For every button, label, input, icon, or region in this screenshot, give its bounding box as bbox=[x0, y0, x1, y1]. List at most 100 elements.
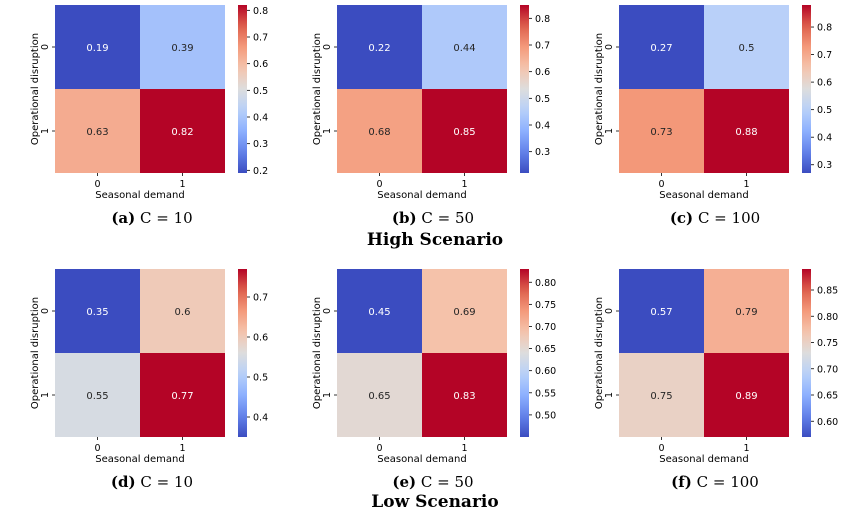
heatmap-cell-f-0-1 bbox=[704, 269, 789, 353]
colorbar-tick-label-d-2: 0.6 bbox=[253, 333, 268, 344]
caption-d: (d) C = 10 bbox=[32, 473, 272, 491]
x-tick-label-b-0: 0 bbox=[376, 179, 382, 190]
caption-f: (f) C = 100 bbox=[595, 473, 835, 491]
cell-label-c-1-1: 0.88 bbox=[735, 127, 757, 138]
x-tick-label-c-0: 0 bbox=[658, 179, 664, 190]
caption-b-text: C = 50 bbox=[421, 209, 475, 227]
colorbar-tick-label-a-0: 0.2 bbox=[253, 166, 268, 177]
colorbar-tick-label-b-3: 0.6 bbox=[535, 67, 550, 78]
cell-label-f-0-1: 0.79 bbox=[735, 307, 757, 318]
x-tick-label-e-0: 0 bbox=[376, 443, 382, 454]
y-tick-label-e-1: 1 bbox=[322, 392, 333, 398]
cell-label-d-0-1: 0.6 bbox=[175, 307, 191, 318]
x-tick-label-f-1: 1 bbox=[743, 443, 749, 454]
cell-label-c-0-1: 0.5 bbox=[739, 43, 755, 54]
cell-label-b-1-1: 0.85 bbox=[453, 127, 475, 138]
y-axis-label-b: Operational disruption bbox=[312, 33, 323, 145]
heatmap-cell-c-0-1 bbox=[704, 5, 789, 89]
cell-label-e-1-0: 0.65 bbox=[368, 391, 390, 402]
colorbar-tick-label-f-5: 0.85 bbox=[817, 286, 838, 297]
heatmap-cell-f-0-0 bbox=[619, 269, 704, 353]
caption-b-label: (b) bbox=[391, 209, 417, 227]
caption-a-text: C = 10 bbox=[140, 209, 193, 227]
y-tick-label-f-0: 0 bbox=[604, 308, 615, 314]
x-tick-label-a-1: 1 bbox=[179, 179, 185, 190]
colorbar-tick-label-c-2: 0.5 bbox=[817, 105, 832, 116]
colorbar-tick-label-a-5: 0.7 bbox=[253, 33, 268, 44]
cell-label-a-0-0: 0.19 bbox=[86, 43, 108, 54]
scenario-title-low: Low Scenario bbox=[371, 492, 499, 512]
cell-label-b-1-0: 0.68 bbox=[368, 127, 390, 138]
y-tick-label-d-0: 0 bbox=[40, 308, 51, 314]
colorbar-tick-label-f-4: 0.80 bbox=[817, 312, 838, 323]
cell-label-a-0-1: 0.39 bbox=[171, 43, 193, 54]
caption-a-label: (a) bbox=[111, 209, 136, 227]
x-tick-label-d-0: 0 bbox=[94, 443, 100, 454]
cell-label-c-0-0: 0.27 bbox=[650, 43, 672, 54]
cell-label-d-0-0: 0.35 bbox=[86, 307, 108, 318]
cell-label-a-1-1: 0.82 bbox=[171, 127, 193, 138]
y-tick-label-c-1: 1 bbox=[604, 128, 615, 134]
y-tick-label-e-0: 0 bbox=[322, 308, 333, 314]
colorbar-tick-label-e-1: 0.55 bbox=[535, 388, 556, 399]
cell-label-b-0-0: 0.22 bbox=[368, 43, 390, 54]
heatmap-cell-b-1-1 bbox=[422, 89, 507, 173]
colorbar-tick-label-a-1: 0.3 bbox=[253, 139, 268, 150]
heatmap-cell-e-1-0 bbox=[337, 353, 422, 437]
colorbar-tick-label-d-3: 0.7 bbox=[253, 293, 268, 304]
x-axis-label-f: Seasonal demand bbox=[659, 454, 748, 465]
colorbar-tick-label-c-1: 0.4 bbox=[817, 133, 832, 144]
caption-e-label: (e) bbox=[392, 473, 417, 491]
colorbar-f bbox=[802, 269, 811, 437]
heatmap-cell-d-1-1 bbox=[140, 353, 225, 437]
y-tick-label-c-0: 0 bbox=[604, 44, 615, 50]
colorbar-tick-label-b-4: 0.7 bbox=[535, 41, 550, 52]
cell-label-f-1-0: 0.75 bbox=[650, 391, 672, 402]
cell-label-b-0-1: 0.44 bbox=[453, 43, 475, 54]
colorbar-tick-label-d-1: 0.5 bbox=[253, 373, 268, 384]
heatmap-cell-d-0-1 bbox=[140, 269, 225, 353]
x-tick-label-c-1: 1 bbox=[743, 179, 749, 190]
colorbar-tick-label-e-4: 0.70 bbox=[535, 322, 556, 333]
colorbar-tick-label-a-2: 0.4 bbox=[253, 113, 268, 124]
x-axis-label-d: Seasonal demand bbox=[95, 454, 184, 465]
colorbar-tick-label-f-2: 0.70 bbox=[817, 364, 838, 375]
y-tick-label-a-0: 0 bbox=[40, 44, 51, 50]
cell-label-d-1-0: 0.55 bbox=[86, 391, 108, 402]
caption-d-label: (d) bbox=[110, 473, 136, 491]
cell-label-f-0-0: 0.57 bbox=[650, 307, 672, 318]
caption-f-text: C = 100 bbox=[696, 473, 759, 491]
caption-d-text: C = 10 bbox=[140, 473, 194, 491]
colorbar-b bbox=[520, 5, 529, 173]
x-tick-label-f-0: 0 bbox=[658, 443, 664, 454]
colorbar-tick-label-e-6: 0.80 bbox=[535, 278, 556, 289]
cell-label-e-0-1: 0.69 bbox=[453, 307, 475, 318]
y-tick-label-b-1: 1 bbox=[322, 128, 333, 134]
colorbar-tick-label-a-3: 0.5 bbox=[253, 86, 268, 97]
colorbar-tick-label-e-0: 0.50 bbox=[535, 410, 556, 421]
colorbar-tick-label-b-5: 0.8 bbox=[535, 14, 550, 25]
heatmap-cell-a-0-0 bbox=[55, 5, 140, 89]
colorbar-tick-label-a-6: 0.8 bbox=[253, 6, 268, 17]
heatmap-cell-d-0-0 bbox=[55, 269, 140, 353]
colorbar-tick-label-b-1: 0.4 bbox=[535, 121, 550, 132]
caption-e-text: C = 50 bbox=[420, 473, 474, 491]
heatmap-cell-d-1-0 bbox=[55, 353, 140, 437]
heatmap-cell-a-1-0 bbox=[55, 89, 140, 173]
y-axis-label-f: Operational disruption bbox=[594, 297, 605, 409]
colorbar-tick-label-f-3: 0.75 bbox=[817, 338, 838, 349]
colorbar-tick-label-c-5: 0.8 bbox=[817, 23, 832, 34]
y-tick-label-d-1: 1 bbox=[40, 392, 51, 398]
colorbar-tick-label-f-1: 0.65 bbox=[817, 391, 838, 402]
x-axis-label-a: Seasonal demand bbox=[95, 190, 184, 201]
scenario-title-high: High Scenario bbox=[366, 230, 504, 250]
y-tick-label-b-0: 0 bbox=[322, 44, 333, 50]
heatmap-cell-e-1-1 bbox=[422, 353, 507, 437]
colorbar-tick-label-e-2: 0.60 bbox=[535, 366, 556, 377]
caption-c: (c) C = 100 bbox=[595, 209, 835, 227]
